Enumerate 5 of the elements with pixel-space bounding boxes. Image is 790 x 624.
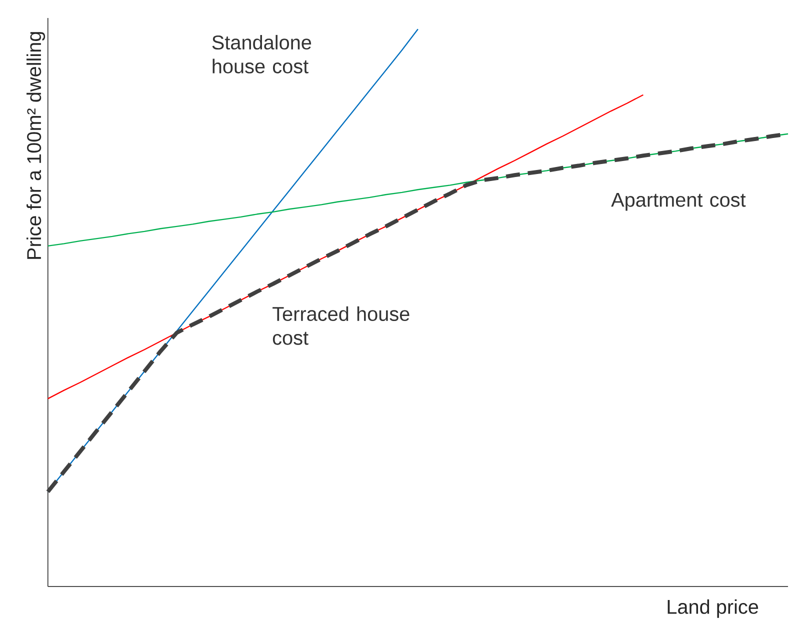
series-label: Terraced house cost	[272, 306, 410, 345]
x-axis-title: Land price	[668, 599, 758, 618]
y-axis-title: Price for a 100m² dwelling	[26, 32, 46, 259]
text: Standalone house cost	[212, 34, 312, 74]
series-label: Apartment cost	[611, 192, 746, 211]
